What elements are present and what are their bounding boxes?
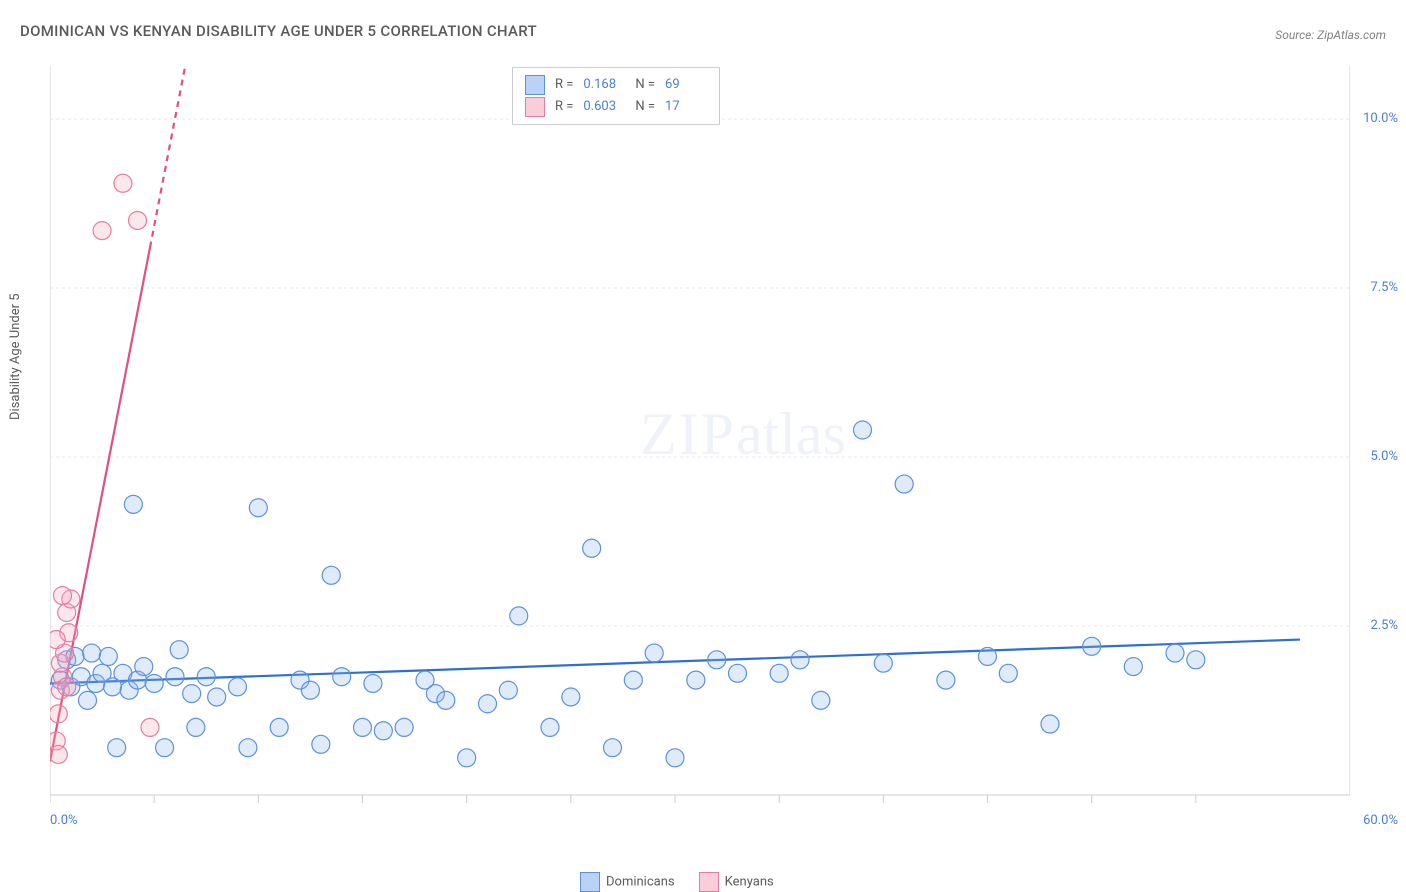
data-point — [729, 664, 747, 682]
data-point — [270, 718, 288, 736]
data-point — [1083, 637, 1101, 655]
data-point — [229, 678, 247, 696]
data-point — [812, 691, 830, 709]
legend-item: Dominicans — [580, 872, 675, 892]
y-tick-label: 7.5% — [1370, 280, 1398, 295]
data-point — [854, 421, 872, 439]
data-point — [479, 695, 497, 713]
y-tick-label: 2.5% — [1370, 618, 1398, 633]
data-point — [50, 745, 67, 763]
data-point — [364, 674, 382, 692]
legend-item: Kenyans — [699, 872, 774, 892]
data-point — [374, 722, 392, 740]
r-label: R = — [555, 74, 573, 96]
scatter-plot — [50, 65, 1350, 825]
data-point — [791, 651, 809, 669]
data-point — [312, 735, 330, 753]
n-value: 69 — [665, 74, 707, 96]
legend-swatch — [525, 97, 545, 117]
data-point — [58, 678, 76, 696]
data-point — [1166, 644, 1184, 662]
data-point — [249, 499, 267, 517]
data-point — [50, 705, 67, 723]
data-point — [874, 654, 892, 672]
data-point — [170, 641, 188, 659]
data-point — [54, 587, 72, 605]
data-point — [510, 607, 528, 625]
r-label: R = — [555, 96, 573, 118]
data-point — [583, 539, 601, 557]
data-point — [937, 671, 955, 689]
chart-title: DOMINICAN VS KENYAN DISABILITY AGE UNDER… — [20, 22, 537, 40]
data-point — [999, 664, 1017, 682]
data-point — [895, 475, 913, 493]
data-point — [979, 647, 997, 665]
data-point — [124, 495, 142, 513]
data-point — [145, 674, 163, 692]
data-point — [156, 739, 174, 757]
data-point — [395, 718, 413, 736]
series-legend: Dominicans Kenyans — [580, 872, 774, 892]
data-point — [99, 647, 117, 665]
legend-swatch — [580, 872, 600, 892]
data-point — [458, 749, 476, 767]
data-point — [141, 718, 159, 736]
data-point — [79, 691, 97, 709]
n-value: 17 — [665, 96, 707, 118]
data-point — [322, 566, 340, 584]
data-point — [645, 644, 663, 662]
data-point — [135, 658, 153, 676]
legend-label: Kenyans — [725, 874, 774, 889]
data-point — [1124, 658, 1142, 676]
data-point — [770, 664, 788, 682]
data-point — [129, 211, 147, 229]
data-point — [108, 739, 126, 757]
data-point — [666, 749, 684, 767]
x-tick-label: 0.0% — [50, 813, 78, 828]
data-point — [183, 685, 201, 703]
data-point — [708, 651, 726, 669]
r-value: 0.603 — [583, 96, 625, 118]
data-point — [499, 681, 517, 699]
trend-line-dash — [150, 65, 185, 248]
y-tick-label: 10.0% — [1363, 111, 1398, 126]
legend-label: Dominicans — [606, 874, 675, 889]
stats-legend-row: R = 0.168 N = 69 — [525, 74, 707, 96]
data-point — [83, 644, 101, 662]
legend-swatch — [699, 872, 719, 892]
data-point — [50, 631, 65, 649]
data-point — [437, 691, 455, 709]
stats-legend-row: R = 0.603 N = 17 — [525, 96, 707, 118]
n-label: N = — [635, 74, 655, 96]
data-point — [687, 671, 705, 689]
data-point — [1187, 651, 1205, 669]
r-value: 0.168 — [583, 74, 625, 96]
data-point — [541, 718, 559, 736]
chart-area — [50, 65, 1350, 825]
data-point — [354, 718, 372, 736]
data-point — [93, 222, 111, 240]
data-point — [604, 739, 622, 757]
data-point — [239, 739, 257, 757]
data-point — [166, 668, 184, 686]
data-point — [1041, 715, 1059, 733]
data-point — [301, 681, 319, 699]
y-tick-label: 5.0% — [1370, 449, 1398, 464]
legend-swatch — [525, 75, 545, 95]
data-point — [562, 688, 580, 706]
data-point — [333, 668, 351, 686]
trend-line — [50, 640, 1300, 684]
source-attribution: Source: ZipAtlas.com — [1275, 28, 1386, 42]
y-axis-label: Disability Age Under 5 — [8, 293, 23, 420]
data-point — [208, 688, 226, 706]
x-tick-label: 60.0% — [1363, 813, 1398, 828]
n-label: N = — [635, 96, 655, 118]
stats-legend: R = 0.168 N = 69 R = 0.603 N = 17 — [512, 67, 720, 125]
data-point — [187, 718, 205, 736]
data-point — [114, 174, 132, 192]
data-point — [197, 668, 215, 686]
data-point — [624, 671, 642, 689]
